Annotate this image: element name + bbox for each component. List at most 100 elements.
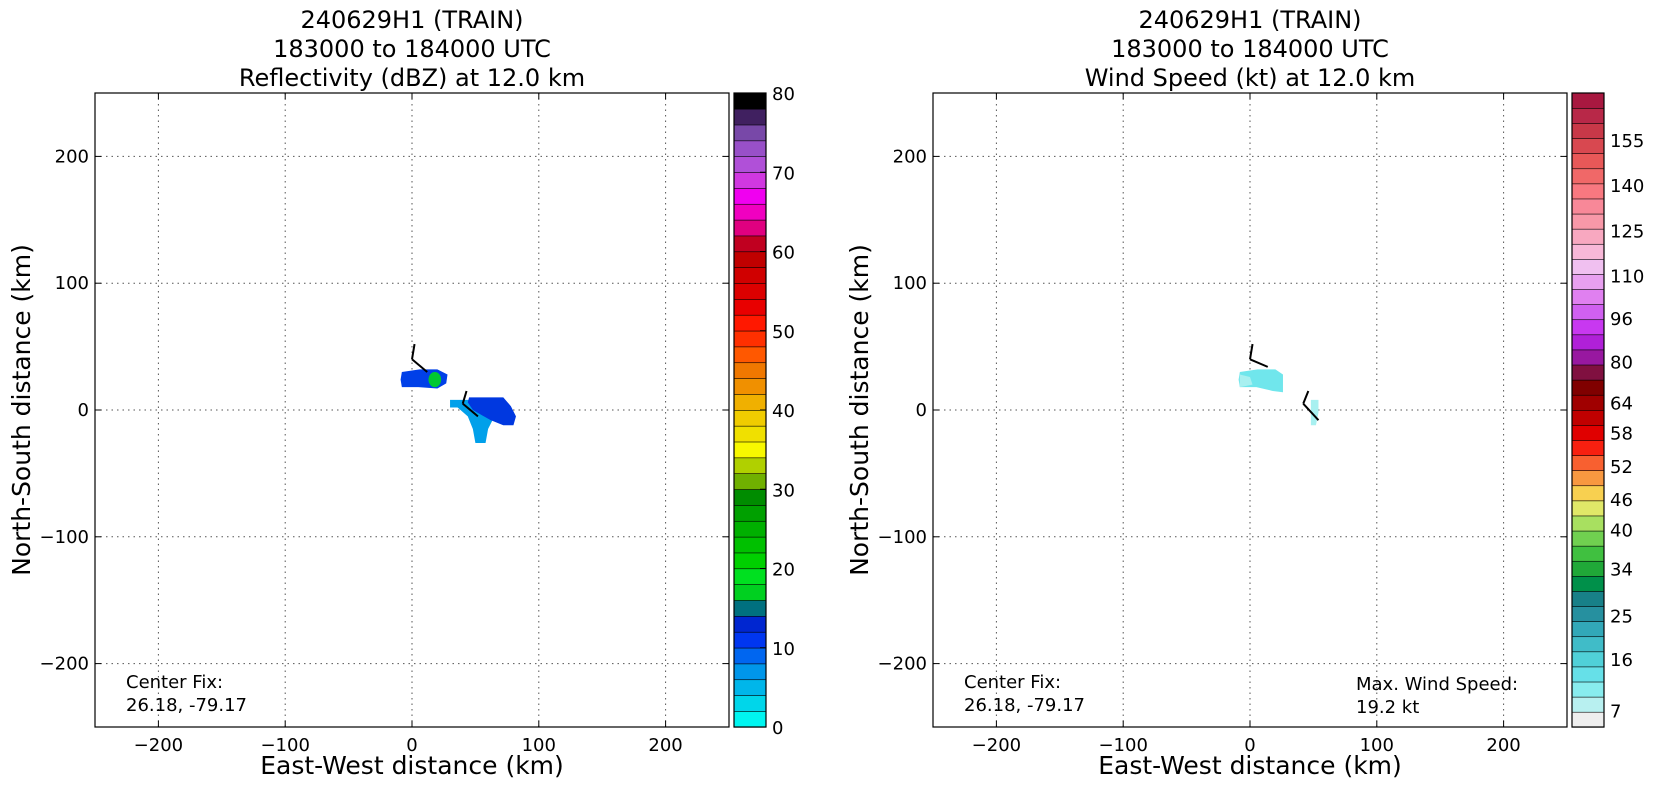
chart-title-line: 240629H1 (TRAIN) <box>1138 6 1361 34</box>
plot-frame <box>94 92 730 728</box>
colorbar-tick-label: 125 <box>1610 221 1644 242</box>
y-tick-label: −100 <box>40 527 89 548</box>
colorbar-cell <box>1571 92 1605 109</box>
max-wind-text: 19.2 kt <box>1356 697 1419 718</box>
x-tick-label: −200 <box>134 735 183 756</box>
colorbar-cell <box>733 679 767 696</box>
x-tick-label: −100 <box>260 735 309 756</box>
wind-barb <box>411 343 428 373</box>
colorbar-cell <box>1571 636 1605 653</box>
colorbar-cell <box>733 552 767 570</box>
colorbar-tick-label: 80 <box>772 84 795 105</box>
colorbar-cell <box>733 441 767 459</box>
wind-blob-north-light <box>1239 374 1253 388</box>
colorbar-cell <box>733 314 767 332</box>
wind-barb-shaft <box>462 402 479 418</box>
colorbar-cell <box>733 409 767 427</box>
x-tick-label: 200 <box>648 735 682 756</box>
y-tick-label: 200 <box>55 146 89 167</box>
y-tick-label: −200 <box>878 654 927 675</box>
colorbar-tick-label: 64 <box>1610 393 1633 414</box>
colorbar-cell <box>733 425 767 443</box>
center-fix-text: Center Fix: <box>964 672 1061 693</box>
colorbar-cell <box>733 92 767 110</box>
x-tick-label: 200 <box>1486 735 1520 756</box>
y-tick-label: −200 <box>40 654 89 675</box>
y-axis-label: North-South distance (km) <box>7 244 36 576</box>
colorbar-cell <box>1571 424 1605 441</box>
wind-barb-shaft <box>1249 358 1269 368</box>
colorbar-cell <box>1571 213 1605 230</box>
y-tick-label: 0 <box>916 400 927 421</box>
colorbar-frame <box>1571 92 1605 728</box>
colorbar-cell <box>1571 319 1605 336</box>
colorbar-cell <box>733 631 767 649</box>
wind-blob-north <box>1238 369 1283 393</box>
colorbar-cell <box>1571 137 1605 154</box>
colorbar-cell <box>1571 394 1605 411</box>
colorbar-tick-label: 16 <box>1610 650 1633 671</box>
chart-title-line: 183000 to 184000 UTC <box>273 35 551 63</box>
colorbar-cell <box>1571 304 1605 321</box>
y-axis-label: North-South distance (km) <box>845 244 874 576</box>
colorbar-cell <box>733 536 767 554</box>
colorbar-cell <box>1571 681 1605 698</box>
colorbar-cell <box>733 362 767 379</box>
colorbar-tick-label: 58 <box>1610 424 1633 445</box>
center-fix-text: Center Fix: <box>126 672 223 693</box>
x-tick-label: 0 <box>1244 735 1255 756</box>
colorbar-cell <box>1571 485 1605 502</box>
colorbar-cell <box>733 124 767 142</box>
colorbar-cell <box>1571 379 1605 396</box>
colorbar-tick-label: 30 <box>772 480 795 501</box>
max-wind-text: Max. Wind Speed: <box>1356 674 1518 695</box>
colorbar-cell <box>733 187 767 205</box>
colorbar-tick-label: 25 <box>1610 606 1633 627</box>
colorbar-cell <box>1571 530 1605 547</box>
colorbar-cell <box>1571 711 1605 728</box>
colorbar-cell <box>733 488 767 506</box>
colorbar-cell <box>1571 364 1605 381</box>
colorbar-cell <box>733 156 767 173</box>
colorbar-cell <box>733 710 767 728</box>
colorbar-tick-label: 70 <box>772 163 795 184</box>
colorbar-tick-label: 140 <box>1610 176 1644 197</box>
wind-barb-shaft <box>1302 402 1320 421</box>
colorbar-cell <box>733 171 767 189</box>
colorbar-tick-label: 46 <box>1610 490 1633 511</box>
colorbar-cell <box>733 504 767 522</box>
colorbar-cell <box>733 267 767 284</box>
colorbar-cell <box>1571 605 1605 622</box>
colorbar-cell <box>733 298 767 316</box>
colorbar-cell <box>1571 409 1605 426</box>
colorbar-tick-label: 20 <box>772 560 795 581</box>
colorbar-cell <box>1571 258 1605 275</box>
colorbar-tick-label: 7 <box>1610 701 1621 722</box>
colorbar-cell <box>733 346 767 364</box>
wind-barb-flag <box>411 343 416 360</box>
y-tick-label: 0 <box>78 400 89 421</box>
chart-panel-0: 240629H1 (TRAIN)183000 to 184000 UTCRefl… <box>7 6 795 780</box>
chart-panel-1: 240629H1 (TRAIN)183000 to 184000 UTCWind… <box>845 6 1644 780</box>
colorbar-tick-label: 52 <box>1610 457 1633 478</box>
colorbar-cell <box>1571 575 1605 592</box>
colorbar-cell <box>733 330 767 348</box>
colorbar-cell <box>1571 228 1605 245</box>
colorbar-cell <box>1571 651 1605 668</box>
echo-blob-south <box>467 397 516 426</box>
colorbar-cell <box>733 235 767 253</box>
y-tick-label: 100 <box>893 273 927 294</box>
colorbar-tick-label: 60 <box>772 243 795 264</box>
colorbar-cell <box>1571 439 1605 456</box>
wind-barb-flag <box>1249 343 1254 360</box>
colorbar-cell <box>1571 168 1605 185</box>
chart-title-line: 183000 to 184000 UTC <box>1111 35 1389 63</box>
colorbar-tick-label: 34 <box>1610 560 1633 581</box>
colorbar-cell <box>1571 560 1605 577</box>
colorbar-cell <box>1571 273 1605 290</box>
x-axis-label: East-West distance (km) <box>260 751 564 780</box>
colorbar-tick-label: 155 <box>1610 131 1644 152</box>
colorbar-cell <box>1571 243 1605 260</box>
wind-barb-flag <box>461 390 468 404</box>
wind-barb <box>1249 343 1269 368</box>
